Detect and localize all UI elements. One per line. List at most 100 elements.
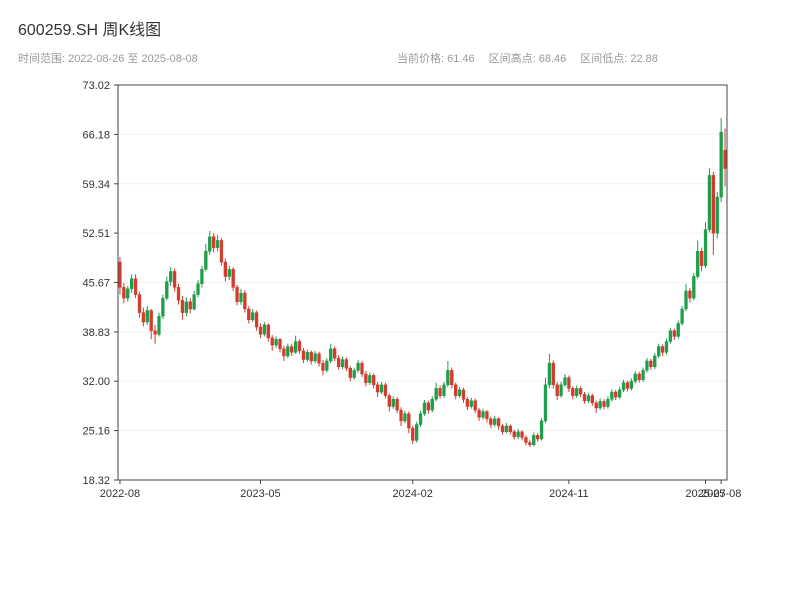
- candle: [309, 350, 313, 365]
- candle: [266, 323, 270, 342]
- candle: [586, 392, 591, 403]
- candle: [614, 389, 618, 400]
- candle: [395, 397, 399, 413]
- svg-text:32.00: 32.00: [82, 376, 110, 388]
- candle: [172, 268, 177, 292]
- svg-text:59.34: 59.34: [82, 179, 110, 191]
- candle: [372, 373, 376, 389]
- svg-text:2023-05: 2023-05: [240, 488, 280, 500]
- candle: [649, 358, 653, 370]
- date-range-label: 时间范围: 2022-08-26 至 2025-08-08: [18, 53, 198, 65]
- candle: [321, 360, 325, 376]
- candle: [133, 274, 138, 299]
- candle: [493, 415, 497, 427]
- candle: [176, 283, 181, 305]
- svg-text:38.83: 38.83: [82, 327, 110, 339]
- candle: [418, 410, 423, 427]
- candle: [293, 335, 298, 354]
- svg-text:52.51: 52.51: [82, 228, 110, 240]
- candle: [411, 425, 415, 445]
- candle: [282, 345, 286, 361]
- candle: [414, 421, 419, 443]
- candles-group: [118, 117, 727, 448]
- candle: [403, 410, 407, 424]
- candle: [457, 386, 462, 398]
- candle: [621, 379, 626, 393]
- candle: [305, 349, 309, 362]
- svg-text:25.16: 25.16: [82, 426, 110, 438]
- candle: [297, 339, 302, 354]
- candle: [196, 280, 200, 298]
- candle: [364, 371, 368, 387]
- candle: [251, 309, 255, 322]
- candle: [590, 393, 594, 406]
- candle: [450, 367, 454, 389]
- y-axis-labels: 73.02 66.18 59.34 52.51 45.67 38.83 32.00 25.16…: [82, 80, 118, 487]
- candle: [325, 358, 329, 373]
- candle: [122, 283, 126, 304]
- candle: [262, 322, 267, 337]
- candle: [219, 238, 224, 266]
- candle: [333, 346, 337, 361]
- candle: [336, 355, 341, 370]
- candle: [368, 372, 372, 385]
- candle: [715, 192, 719, 239]
- candle: [633, 371, 637, 384]
- candle: [520, 430, 524, 441]
- candle: [696, 240, 700, 279]
- candle: [348, 366, 352, 382]
- page-title: 600259.SH 周K线图: [18, 22, 162, 39]
- candle: [555, 381, 559, 400]
- candle: [703, 222, 708, 268]
- svg-text:45.67: 45.67: [82, 278, 110, 290]
- candle: [352, 367, 356, 380]
- candle: [688, 288, 692, 303]
- candle: [270, 334, 274, 351]
- svg-text:66.18: 66.18: [82, 129, 110, 141]
- candle: [235, 284, 239, 306]
- candle: [539, 418, 544, 441]
- candle: [145, 306, 149, 325]
- candle: [301, 347, 306, 364]
- candle: [692, 272, 696, 301]
- candle: [668, 327, 673, 344]
- candle: [375, 381, 380, 398]
- candle: [461, 387, 466, 403]
- candle: [161, 294, 165, 320]
- candle: [571, 386, 575, 400]
- candle: [629, 378, 634, 391]
- candle: [188, 298, 192, 314]
- candle: [126, 285, 130, 302]
- stats-row: 当前价格: 61.46 区间高点: 68.46 区间低点: 22.88: [397, 50, 658, 66]
- candle: [344, 357, 349, 372]
- candle: [528, 439, 532, 448]
- candle: [512, 429, 516, 440]
- candle: [247, 306, 251, 324]
- candle: [719, 117, 723, 203]
- candle: [208, 231, 212, 255]
- candle: [313, 350, 317, 364]
- candle: [360, 360, 364, 377]
- candle: [254, 310, 259, 331]
- candle: [653, 353, 657, 369]
- candle: [426, 400, 431, 414]
- candle: [434, 382, 438, 402]
- candle: [180, 296, 185, 320]
- candle: [141, 307, 146, 327]
- candle: [567, 375, 571, 393]
- current-price-label: 当前价格: 61.46: [397, 53, 475, 65]
- candle: [637, 371, 641, 383]
- candle: [184, 297, 188, 317]
- candle: [130, 274, 134, 294]
- candle: [641, 367, 645, 382]
- candle: [149, 309, 153, 340]
- candle: [610, 389, 614, 402]
- candle: [707, 168, 712, 233]
- candle: [477, 407, 481, 421]
- candle: [504, 423, 509, 434]
- candle: [223, 258, 228, 282]
- candle: [598, 398, 602, 411]
- candle: [290, 343, 294, 356]
- candle: [559, 381, 563, 398]
